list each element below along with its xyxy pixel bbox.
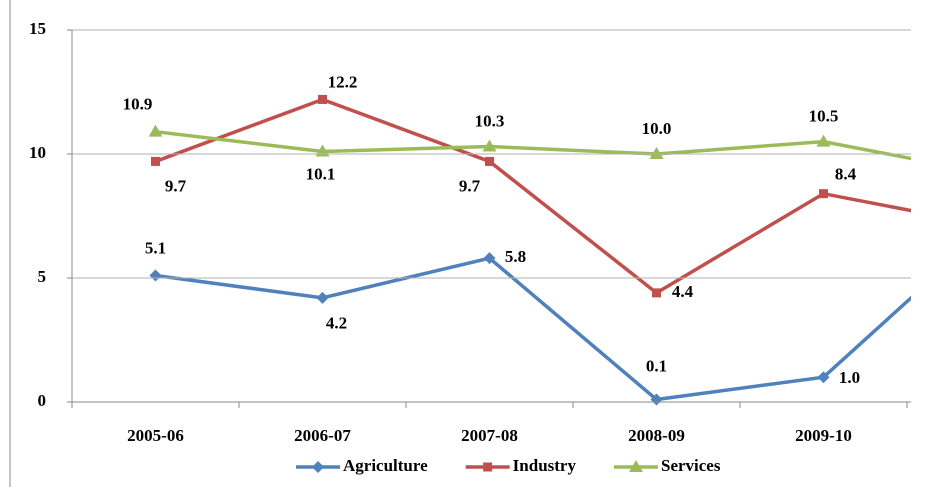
data-label: 8.4: [835, 165, 857, 184]
marker: [149, 269, 162, 282]
marker: [817, 371, 830, 384]
marker: [151, 156, 160, 166]
series-line: [155, 256, 911, 402]
data-label: 9.7: [165, 176, 187, 195]
marker: [650, 393, 663, 406]
data-label: 1.0: [839, 368, 860, 387]
y-tick-label: 10: [29, 143, 46, 162]
marker: [652, 288, 661, 298]
x-tick-label: 2009-10: [795, 426, 852, 445]
marker: [483, 252, 496, 265]
data-label: 10.1: [306, 164, 336, 183]
legend-label: Agriculture: [343, 456, 428, 475]
data-label: 10.3: [475, 111, 505, 130]
marker: [816, 134, 831, 147]
data-label: 5.1: [145, 238, 166, 257]
data-label: 4.2: [326, 314, 347, 333]
data-label: 10.9: [123, 95, 153, 114]
marker: [312, 461, 324, 473]
x-tick-label: 2008-09: [628, 426, 685, 445]
data-label: 0.1: [646, 356, 667, 375]
series-line: [154, 97, 911, 295]
marker: [482, 139, 497, 152]
y-tick-label: 5: [38, 267, 47, 286]
marker: [483, 462, 493, 472]
x-tick-label: 2006-07: [294, 426, 351, 445]
y-tick-label: 15: [29, 19, 46, 38]
marker: [318, 94, 327, 104]
marker: [148, 124, 163, 137]
y-tick-label: 0: [38, 391, 47, 410]
marker: [485, 156, 494, 166]
data-label: 4.4: [672, 282, 694, 301]
data-label: 5.8: [505, 247, 526, 266]
plot-area: 5.1 4.2 5.8 0.1 1.0 9.7 12.2 9.7 4.4 8.4 10.9 10.1 1…: [123, 72, 911, 406]
data-label: 9.7: [459, 176, 481, 195]
marker: [649, 147, 664, 159]
legend-label: Services: [661, 456, 721, 475]
data-label: 10.5: [809, 107, 839, 126]
marker: [628, 460, 643, 472]
series-line: [155, 129, 911, 161]
marker: [316, 291, 329, 304]
x-tick-label: 2007-08: [461, 426, 518, 445]
data-label: 12.2: [328, 72, 358, 91]
marker: [819, 189, 828, 199]
legend-label: Industry: [513, 456, 577, 475]
data-label: 10.0: [642, 119, 672, 138]
x-tick-label: 2005-06: [127, 426, 184, 445]
